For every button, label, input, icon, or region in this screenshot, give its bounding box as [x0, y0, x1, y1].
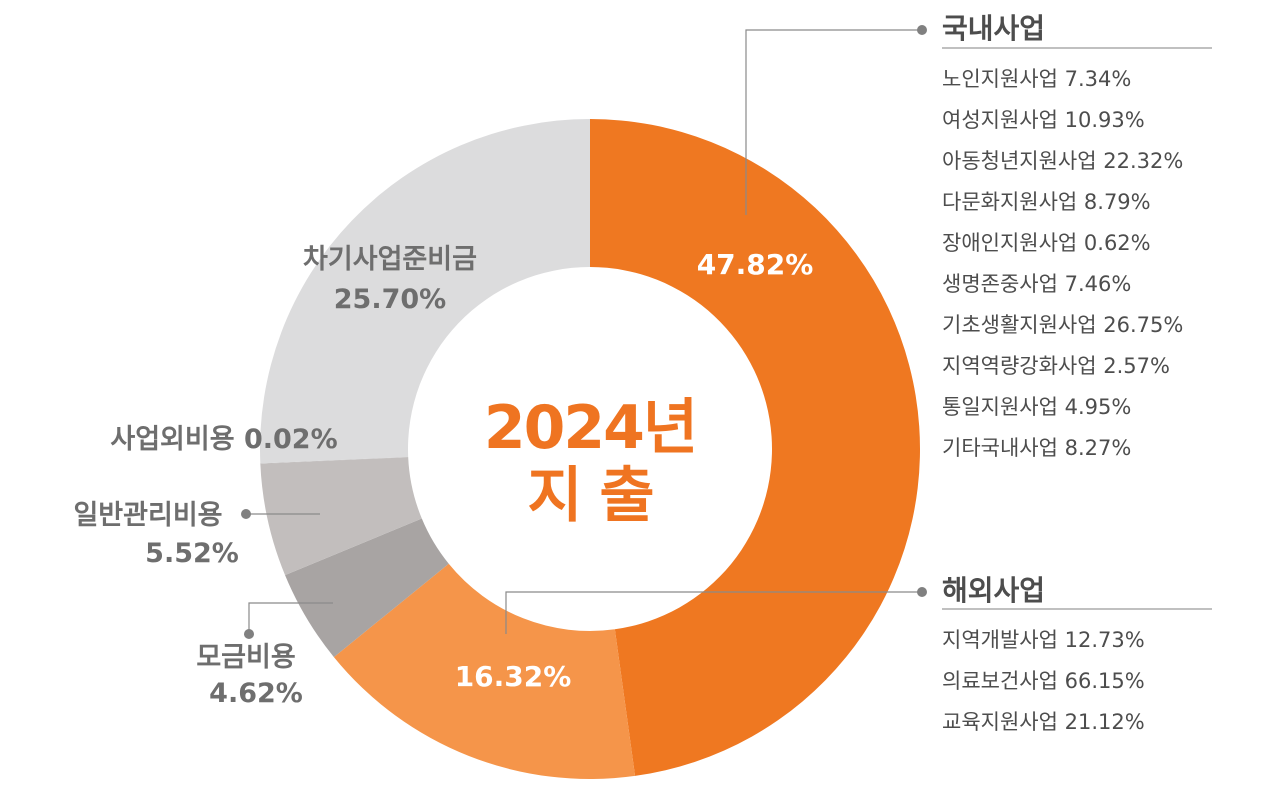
group-item: 지역개발사업 12.73%: [942, 628, 1145, 652]
domestic-items-list: 노인지원사업 7.34% 여성지원사업 10.93% 아동청년지원사업 22.32%…: [942, 67, 1183, 460]
donut-slice-0: [590, 119, 921, 776]
fund-leader-line: [248, 602, 333, 634]
group-item: 노인지원사업 7.34%: [942, 67, 1131, 91]
domestic-leader-dot: [917, 25, 927, 35]
donut-slice-3: [260, 457, 422, 576]
reserve-value: 25.70%: [334, 284, 446, 315]
donut-slice-5: [260, 119, 590, 464]
domestic-leader-line: [745, 29, 920, 215]
group-item: 기타국내사업 8.27%: [942, 436, 1131, 460]
group-item: 장애인지원사업 0.62%: [942, 231, 1151, 255]
group-item: 지역역량강화사업 2.57%: [942, 354, 1170, 378]
admin-value: 5.52%: [145, 538, 239, 569]
fund-value: 4.62%: [209, 678, 303, 709]
donut-slices: [260, 119, 921, 779]
donut-slice-1: [333, 563, 636, 779]
group-item: 교육지원사업 21.12%: [942, 710, 1145, 734]
nonop-label: 사업외비용 0.02%: [110, 424, 337, 455]
overseas-slice-label: 16.32%: [455, 660, 572, 693]
group-item: 기초생활지원사업 26.75%: [942, 313, 1183, 337]
reserve-label: 차기사업준비금: [303, 244, 477, 275]
fund-label: 모금비용: [196, 642, 295, 673]
group-item: 의료보건사업 66.15%: [942, 669, 1145, 693]
overseas-items-list: 지역개발사업 12.73% 의료보건사업 66.15% 교육지원사업 21.12%: [942, 628, 1145, 734]
group-item: 통일지원사업 4.95%: [942, 395, 1131, 419]
domestic-slice-label: 47.82%: [697, 248, 814, 281]
group-item: 아동청년지원사업 22.32%: [942, 149, 1183, 173]
domestic-group-title: 국내사업: [942, 12, 1045, 45]
overseas-leader-line: [505, 591, 920, 634]
donut-slice-2: [285, 518, 449, 658]
admin-label: 일반관리비용: [73, 500, 222, 531]
admin-leader-dot: [241, 509, 251, 519]
fund-leader-dot: [244, 629, 254, 639]
donut-slice-4: [260, 457, 409, 464]
overseas-group-title: 해외사업: [942, 574, 1045, 607]
center-expense-title: 지 출: [527, 461, 652, 531]
group-item: 여성지원사업 10.93%: [942, 108, 1145, 132]
overseas-leader-dot: [917, 587, 927, 597]
group-item: 다문화지원사업 8.79%: [942, 190, 1151, 214]
group-item: 생명존중사업 7.46%: [942, 272, 1131, 296]
center-year-title: 2024년: [484, 393, 696, 463]
